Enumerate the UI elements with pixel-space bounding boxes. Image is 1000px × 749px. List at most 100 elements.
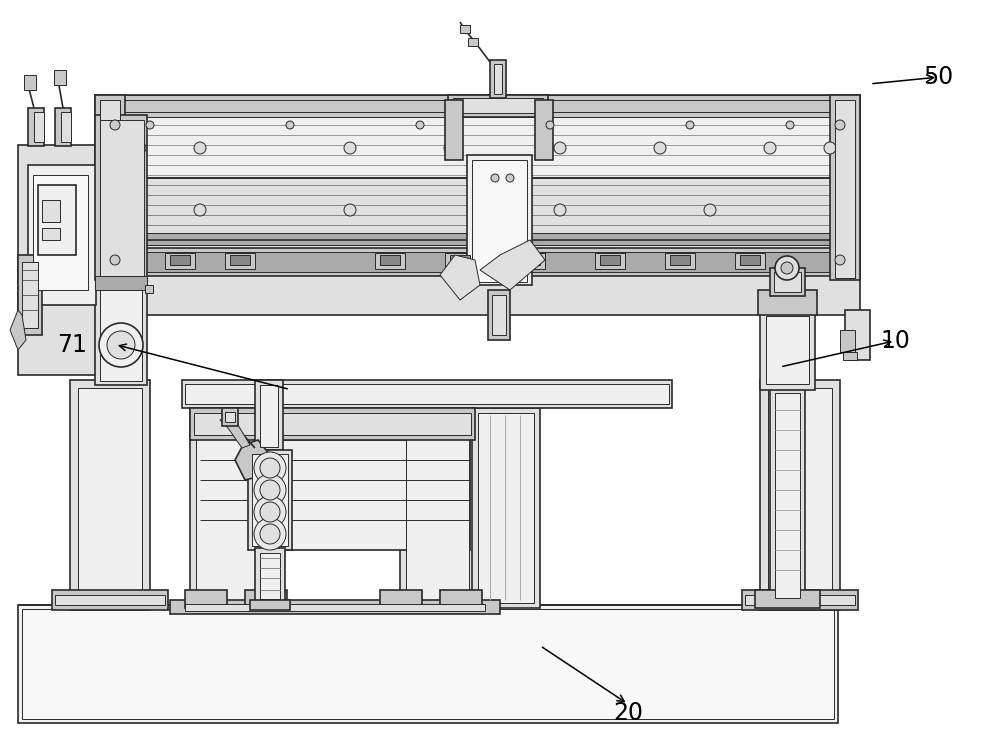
Bar — [380, 255, 400, 265]
Bar — [95, 95, 860, 315]
Circle shape — [835, 255, 845, 265]
Bar — [24, 75, 36, 90]
Bar — [200, 440, 470, 550]
Bar — [760, 310, 815, 390]
Bar — [100, 120, 144, 276]
Circle shape — [146, 121, 154, 129]
Circle shape — [506, 174, 514, 182]
Bar — [453, 98, 543, 113]
Circle shape — [786, 121, 794, 129]
Bar — [95, 95, 125, 280]
Bar — [42, 200, 60, 222]
Bar — [95, 115, 147, 280]
Bar — [445, 100, 463, 160]
Bar — [255, 548, 285, 603]
Circle shape — [554, 142, 566, 154]
Circle shape — [824, 142, 836, 154]
Bar — [440, 590, 482, 608]
Bar — [55, 108, 71, 146]
Bar — [70, 380, 150, 610]
Circle shape — [775, 256, 799, 280]
Bar — [375, 253, 405, 269]
Circle shape — [704, 204, 716, 216]
Bar — [54, 70, 66, 85]
Circle shape — [781, 262, 793, 274]
Bar — [190, 408, 265, 608]
Bar — [472, 408, 540, 608]
Circle shape — [254, 496, 286, 528]
Bar — [100, 285, 142, 381]
Circle shape — [99, 323, 143, 367]
Circle shape — [254, 452, 286, 484]
Circle shape — [416, 121, 424, 129]
Bar — [450, 255, 470, 265]
Bar — [595, 253, 625, 269]
Bar — [225, 253, 255, 269]
Text: 10: 10 — [880, 329, 910, 353]
Bar — [494, 64, 502, 94]
Bar — [535, 100, 553, 160]
Bar — [255, 380, 283, 450]
Circle shape — [260, 502, 280, 522]
Bar — [840, 330, 855, 352]
Bar — [770, 268, 805, 296]
Bar — [492, 295, 506, 335]
Bar — [468, 38, 478, 46]
Bar — [33, 175, 88, 290]
Bar — [260, 553, 280, 599]
Circle shape — [260, 480, 280, 500]
Circle shape — [254, 518, 286, 550]
Bar — [95, 276, 147, 290]
Bar — [245, 590, 287, 608]
Bar — [768, 388, 832, 606]
Bar — [478, 413, 534, 603]
Bar — [520, 255, 540, 265]
Bar — [445, 253, 475, 269]
Bar — [222, 408, 238, 426]
Bar — [252, 454, 288, 546]
Circle shape — [107, 331, 135, 359]
Circle shape — [686, 121, 694, 129]
Circle shape — [194, 142, 206, 154]
Bar — [28, 165, 96, 305]
Bar — [95, 178, 860, 233]
Bar — [185, 590, 227, 608]
Bar — [18, 145, 108, 375]
Bar — [28, 108, 44, 146]
Bar — [182, 380, 672, 408]
Text: 20: 20 — [613, 701, 643, 725]
Bar — [22, 262, 38, 328]
Bar — [770, 388, 805, 603]
Bar — [740, 255, 760, 265]
Circle shape — [110, 255, 120, 265]
Bar — [225, 412, 235, 422]
Bar — [745, 595, 855, 605]
Bar — [145, 285, 153, 293]
Polygon shape — [440, 255, 480, 300]
Circle shape — [286, 121, 294, 129]
Circle shape — [260, 458, 280, 478]
Bar — [100, 100, 120, 278]
Polygon shape — [480, 240, 545, 290]
Bar — [467, 155, 532, 285]
Circle shape — [344, 142, 356, 154]
Bar — [460, 25, 470, 33]
Bar — [448, 95, 548, 117]
Bar — [55, 595, 165, 605]
Bar — [190, 408, 475, 440]
Circle shape — [444, 142, 456, 154]
Bar — [194, 413, 471, 435]
Circle shape — [110, 120, 120, 130]
Bar — [165, 253, 195, 269]
Bar — [61, 112, 71, 142]
Circle shape — [654, 142, 666, 154]
Bar — [95, 117, 860, 177]
Text: 50: 50 — [923, 65, 953, 89]
Circle shape — [491, 174, 499, 182]
Bar — [490, 60, 506, 98]
Bar — [406, 413, 469, 603]
Bar — [488, 290, 510, 340]
Bar — [185, 384, 669, 404]
Bar — [170, 255, 190, 265]
Polygon shape — [220, 415, 250, 448]
